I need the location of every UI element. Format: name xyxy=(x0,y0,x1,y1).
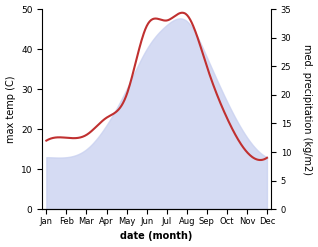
X-axis label: date (month): date (month) xyxy=(121,231,193,242)
Y-axis label: max temp (C): max temp (C) xyxy=(5,75,16,143)
Y-axis label: med. precipitation (kg/m2): med. precipitation (kg/m2) xyxy=(302,44,313,175)
